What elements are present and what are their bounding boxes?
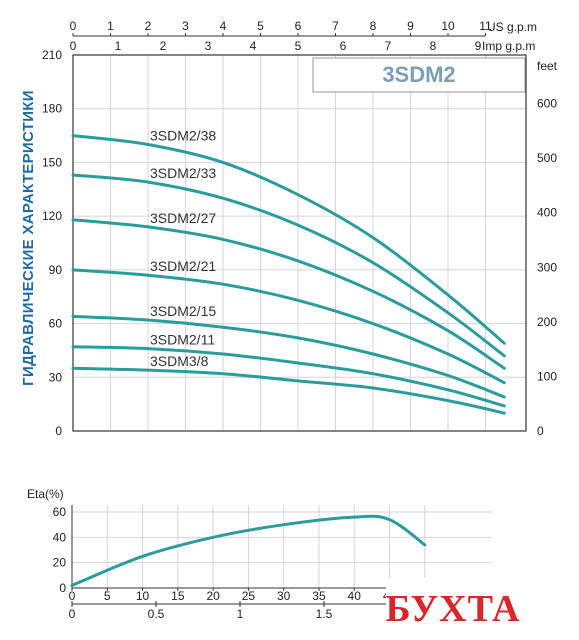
efficiency-curve-line — [70, 514, 427, 587]
us-gpm-tick-label: 11 — [479, 19, 492, 33]
head-feet-tick-label: 200 — [537, 315, 557, 329]
efficiency-curve — [70, 514, 427, 587]
head-curve-line — [71, 134, 506, 345]
lph-tick-label: 15 — [171, 589, 185, 603]
head-curve-line — [71, 366, 506, 415]
us-gpm-tick-label: 4 — [220, 19, 227, 33]
curve-label: 3SDM3/8 — [150, 353, 209, 369]
lph-tick-label: 0 — [69, 589, 76, 603]
lph-tick-label: 20 — [206, 589, 220, 603]
head-m-ticks: 0 30 60 90 120 150 180 210 — [42, 48, 62, 438]
imp-gpm-label: Imp g.p.m — [482, 39, 535, 53]
imp-gpm-tick-label: 9 — [475, 39, 482, 53]
curve-label: 3SDM2/38 — [150, 128, 216, 144]
head-curve-line — [71, 218, 506, 370]
head-feet-tick-label: 500 — [537, 151, 557, 165]
curve-label: 3SDM2/33 — [150, 165, 216, 181]
us-gpm-tick-label: 9 — [407, 19, 414, 33]
curve-label: 3SDM2/15 — [150, 303, 216, 319]
head-curve-line — [71, 345, 506, 408]
lph-ticks: 05101520253035404550 — [69, 588, 432, 603]
efficiency-y-tick-label: 20 — [53, 556, 67, 570]
us-gpm-tick-label: 8 — [370, 19, 377, 33]
m3h-tick-label: 1.5 — [316, 607, 333, 621]
head-m-tick-label: 180 — [42, 102, 62, 116]
chart-title-box — [312, 57, 526, 93]
us-gpm-tick-label: 2 — [145, 19, 152, 33]
top-chart-grid — [73, 55, 526, 431]
efficiency-y-ticks: 0 20 40 60 — [53, 505, 67, 595]
eta-label: Eta(%) — [27, 487, 64, 501]
lph-tick-label: 35 — [312, 589, 326, 603]
imp-gpm-tick-label: 3 — [205, 39, 212, 53]
top-chart-frame — [72, 54, 527, 432]
us-gpm-ticks: 0 1 2 3 4 5 6 7 8 9 10 11 — [70, 19, 492, 36]
us-gpm-tick-label: 7 — [332, 19, 339, 33]
efficiency-chart-grid — [72, 505, 492, 588]
head-feet-ticks: 0 100 200 300 400 500 600 — [537, 97, 557, 438]
lph-tick-label: 25 — [242, 589, 256, 603]
curve-labels: 3SDM2/38 3SDM2/33 3SDM2/27 3SDM2/21 3SDM2/15… — [150, 128, 216, 370]
head-m-tick-label: 0 — [55, 424, 62, 438]
lph-tick-label: 5 — [104, 589, 111, 603]
us-gpm-tick-label: 1 — [107, 19, 114, 33]
us-gpm-tick-label: 0 — [70, 19, 77, 33]
imp-gpm-tick-label: 2 — [160, 39, 167, 53]
watermark-logo-bg — [386, 578, 520, 634]
head-curve-line — [71, 268, 506, 385]
head-m-tick-label: 120 — [42, 209, 62, 223]
m3h-tick-label: 0 — [69, 607, 76, 621]
curve-label: 3SDM2/21 — [150, 258, 216, 274]
lph-tick-label: 10 — [136, 589, 150, 603]
us-gpm-tick-label: 6 — [295, 19, 302, 33]
us-gpm-label: US g.p.m — [487, 20, 537, 34]
efficiency-y-tick-label: 0 — [59, 581, 66, 595]
imp-gpm-tick-label: 6 — [340, 39, 347, 53]
us-gpm-tick-label: 5 — [257, 19, 264, 33]
vertical-axis-label: ГИДРАВЛИЧЕСКИЕ ХАРАКТЕРИСТИКИ — [20, 90, 37, 386]
imp-gpm-tick-label: 4 — [250, 39, 257, 53]
head-m-tick-label: 90 — [49, 263, 63, 277]
watermark-logo: БУХТА — [385, 588, 520, 630]
imp-gpm-tick-label: 5 — [295, 39, 302, 53]
head-feet-tick-label: 600 — [537, 97, 557, 111]
imp-gpm-tick-label: 8 — [430, 39, 437, 53]
chart-title: 3SDM2 — [382, 62, 455, 87]
us-gpm-tick-label: 3 — [182, 19, 189, 33]
m3h-tick-label: 1 — [237, 607, 244, 621]
head-feet-tick-label: 100 — [537, 369, 557, 383]
head-feet-tick-label: 0 — [537, 424, 544, 438]
imp-gpm-tick-label: 1 — [115, 39, 122, 53]
head-m-tick-label: 210 — [42, 48, 62, 62]
efficiency-y-tick-label: 60 — [53, 505, 67, 519]
head-curve-line — [71, 314, 506, 399]
head-m-tick-label: 30 — [49, 370, 63, 384]
head-m-tick-label: 60 — [49, 317, 63, 331]
lph-tick-label: 40 — [348, 589, 362, 603]
head-m-tick-label: 150 — [42, 155, 62, 169]
efficiency-y-tick-label: 40 — [53, 530, 67, 544]
imp-gpm-tick-label: 7 — [385, 39, 392, 53]
head-feet-tick-label: 300 — [537, 260, 557, 274]
lph-tick-label: 30 — [277, 589, 291, 603]
curve-label: 3SDM2/11 — [150, 332, 215, 348]
imp-gpm-ticks: 0 1 2 3 4 5 6 7 8 9 — [70, 39, 482, 53]
head-curve-line — [71, 173, 506, 358]
head-feet-tick-label: 400 — [537, 206, 557, 220]
us-gpm-tick-label: 10 — [441, 19, 455, 33]
head-curves — [71, 134, 506, 415]
curve-label: 3SDM2/27 — [150, 210, 216, 226]
m3h-tick-label: 0.5 — [148, 607, 165, 621]
imp-gpm-tick-label: 0 — [70, 39, 77, 53]
feet-unit-label: feet — [537, 59, 558, 73]
